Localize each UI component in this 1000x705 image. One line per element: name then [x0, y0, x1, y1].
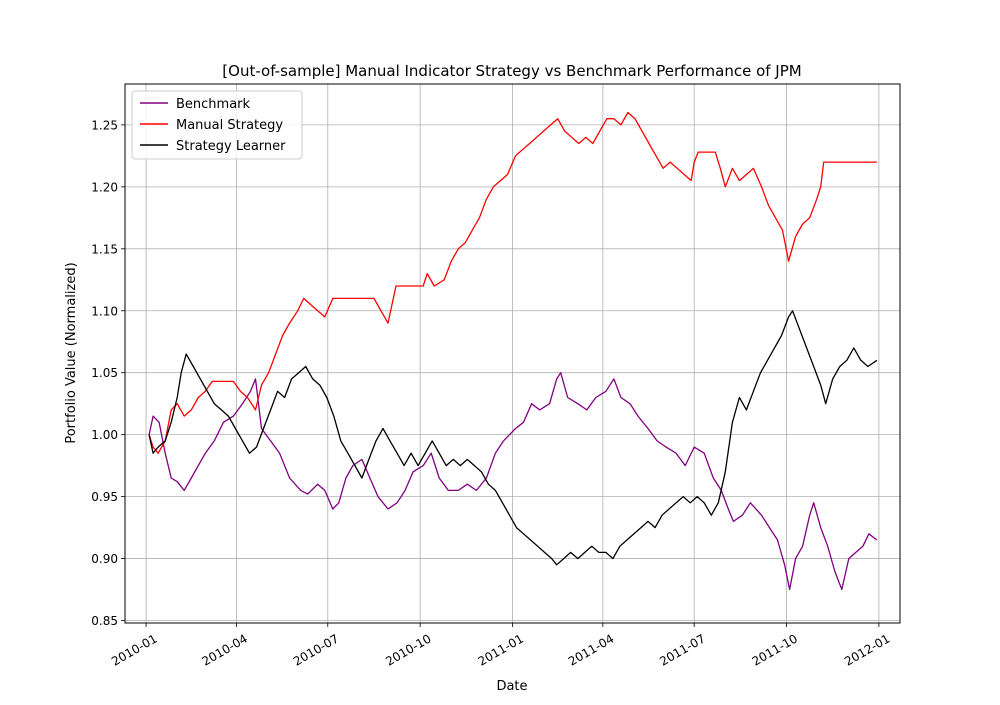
- legend-box: [131, 90, 303, 160]
- series-line-strategy-learner: [148, 310, 878, 566]
- x-tick-label: 2011-01: [476, 631, 526, 668]
- chart-title: [Out-of-sample] Manual Indicator Strateg…: [222, 62, 801, 80]
- series-layer: [148, 111, 878, 591]
- y-tick-label: 1.20: [91, 180, 118, 194]
- y-tick-label: 1.25: [91, 118, 118, 132]
- legend: Benchmark Manual Strategy Strategy Learn…: [131, 90, 303, 160]
- y-axis-label: Portfolio Value (Normalized): [64, 262, 79, 443]
- y-tick-label: 1.15: [91, 242, 118, 256]
- x-tick-label: 2010-04: [200, 631, 250, 668]
- x-axis-label: Date: [496, 679, 527, 694]
- y-tick-label: 0.90: [91, 552, 118, 566]
- y-axis-ticks: 0.85 0.90 0.95 1.00 1.05 1.10 1.15 1.20 1.25: [91, 118, 125, 628]
- x-tick-label: 2010-10: [383, 631, 433, 668]
- x-tick-label: 2010-07: [291, 631, 341, 668]
- y-tick-label: 1.05: [91, 366, 118, 380]
- x-tick-label: 2011-10: [750, 631, 800, 668]
- y-tick-label: 1.00: [91, 428, 118, 442]
- series-line-manual-strategy: [148, 111, 877, 454]
- y-tick-label: 0.95: [91, 490, 118, 504]
- x-tick-label: 2012-01: [842, 631, 892, 668]
- legend-label-manual-strategy: Manual Strategy: [176, 118, 283, 133]
- legend-label-strategy-learner: Strategy Learner: [176, 139, 286, 154]
- x-axis-ticks: 2010-01 2010-04 2010-07 2010-10 2011-01 2011-…: [109, 623, 892, 669]
- y-tick-label: 0.85: [91, 614, 118, 628]
- y-tick-label: 1.10: [91, 304, 118, 318]
- grid-layer: [125, 84, 900, 623]
- x-tick-label: 2011-07: [657, 631, 707, 668]
- series-line-benchmark: [148, 372, 878, 591]
- x-tick-label: 2010-01: [109, 631, 159, 668]
- x-tick-label: 2011-04: [566, 631, 616, 668]
- legend-label-benchmark: Benchmark: [176, 97, 251, 112]
